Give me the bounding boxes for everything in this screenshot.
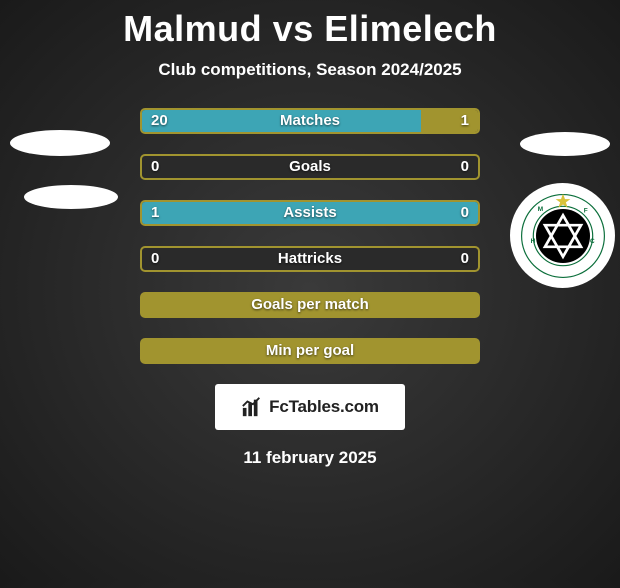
- stat-row-goals-per-match: Goals per match: [140, 292, 480, 318]
- stat-label: Goals: [142, 156, 478, 178]
- player1-club-placeholder: [24, 185, 118, 209]
- stat-label: Matches: [142, 110, 478, 132]
- chart-icon: [241, 396, 263, 418]
- subtitle: Club competitions, Season 2024/2025: [0, 60, 620, 80]
- svg-text:H: H: [530, 238, 535, 245]
- brand-badge: FcTables.com: [215, 384, 405, 430]
- stat-row-min-per-goal: Min per goal: [140, 338, 480, 364]
- player2-photo-placeholder: [520, 132, 610, 156]
- player2-club-logo: M F H C: [510, 183, 615, 288]
- svg-text:C: C: [590, 238, 595, 245]
- stat-label: Assists: [142, 202, 478, 224]
- brand-text: FcTables.com: [269, 397, 379, 417]
- stat-row-hattricks: 0 Hattricks 0: [140, 246, 480, 272]
- vs-text: vs: [273, 8, 314, 49]
- stat-right-value: 0: [461, 202, 469, 224]
- player1-photo-placeholder: [10, 130, 110, 156]
- stat-right-value: 0: [461, 156, 469, 178]
- stat-right-value: 1: [461, 110, 469, 132]
- stat-row-matches: 20 Matches 1: [140, 108, 480, 134]
- svg-text:F: F: [583, 207, 587, 214]
- stat-right-value: 0: [461, 248, 469, 270]
- player1-name: Malmud: [123, 8, 262, 49]
- player2-name: Elimelech: [324, 8, 497, 49]
- stat-label: Min per goal: [142, 340, 478, 362]
- stat-label: Hattricks: [142, 248, 478, 270]
- stat-row-assists: 1 Assists 0: [140, 200, 480, 226]
- stat-row-goals: 0 Goals 0: [140, 154, 480, 180]
- stat-label: Goals per match: [142, 294, 478, 316]
- page-title: Malmud vs Elimelech: [0, 8, 620, 50]
- footer-date: 11 february 2025: [0, 448, 620, 468]
- maccabi-haifa-logo-icon: M F H C: [518, 191, 608, 281]
- svg-text:M: M: [537, 205, 542, 212]
- stats-container: 20 Matches 1 0 Goals 0 1 Assists 0 0 Hat…: [140, 108, 480, 364]
